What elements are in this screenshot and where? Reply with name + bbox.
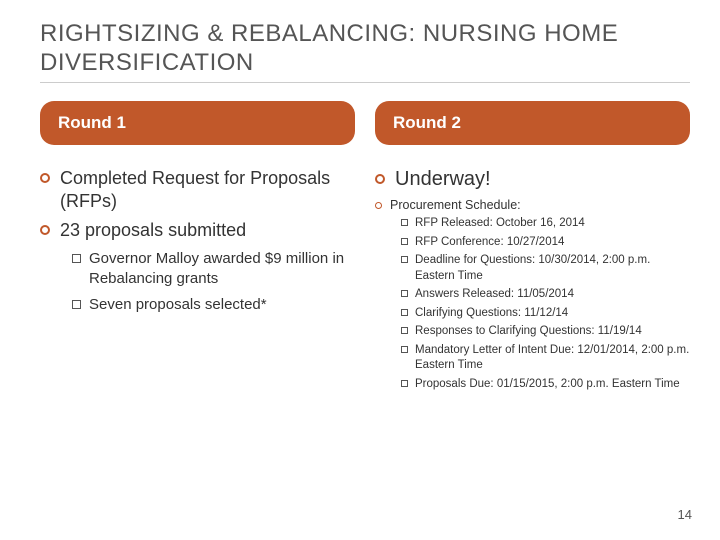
sub-text: Answers Released: 11/05/2014 [415,287,574,303]
bullet-text: Underway! [395,167,491,192]
left-sub-2: Seven proposals selected* [72,295,355,315]
square-icon [401,309,408,316]
list-item: Mandatory Letter of Intent Due: 12/01/20… [401,343,690,374]
square-icon [401,238,408,245]
content-columns: Completed Request for Proposals (RFPs) 2… [40,167,690,396]
left-column: Completed Request for Proposals (RFPs) 2… [40,167,355,396]
left-sublist: Governor Malloy awarded $9 million in Re… [72,249,355,316]
square-icon [401,219,408,226]
right-sublist: RFP Released: October 16, 2014 RFP Confe… [401,216,690,392]
square-icon [401,346,408,353]
right-bullet-2: Procurement Schedule: [375,198,690,214]
square-icon [401,290,408,297]
right-column: Underway! Procurement Schedule: RFP Rele… [375,167,690,396]
list-item: Clarifying Questions: 11/12/14 [401,306,690,322]
sub-text: Mandatory Letter of Intent Due: 12/01/20… [415,343,690,374]
pill-row: Round 1 Round 2 [40,101,690,145]
slide-title: Rightsizing & Rebalancing: Nursing Home … [40,20,690,83]
square-icon [72,254,81,263]
bullet-text: 23 proposals submitted [60,219,246,242]
ring-icon [375,174,385,184]
left-sub-1: Governor Malloy awarded $9 million in Re… [72,249,355,290]
list-item: Deadline for Questions: 10/30/2014, 2:00… [401,253,690,284]
left-bullet-2: 23 proposals submitted [40,219,355,242]
square-icon [401,380,408,387]
square-icon [401,327,408,334]
sub-text: Clarifying Questions: 11/12/14 [415,306,568,322]
page-number: 14 [678,507,692,522]
list-item: Answers Released: 11/05/2014 [401,287,690,303]
sub-text: Deadline for Questions: 10/30/2014, 2:00… [415,253,690,284]
sub-text: Responses to Clarifying Questions: 11/19… [415,324,642,340]
square-icon [401,256,408,263]
list-item: RFP Conference: 10/27/2014 [401,235,690,251]
right-bullet-1: Underway! [375,167,690,192]
left-bullet-1: Completed Request for Proposals (RFPs) [40,167,355,214]
sub-text: RFP Conference: 10/27/2014 [415,235,564,251]
list-item: Proposals Due: 01/15/2015, 2:00 p.m. Eas… [401,377,690,393]
list-item: RFP Released: October 16, 2014 [401,216,690,232]
square-icon [72,300,81,309]
round-1-pill: Round 1 [40,101,355,145]
slide: Rightsizing & Rebalancing: Nursing Home … [0,0,720,415]
sub-text: Governor Malloy awarded $9 million in Re… [89,249,355,290]
bullet-text: Procurement Schedule: [390,198,521,214]
list-item: Responses to Clarifying Questions: 11/19… [401,324,690,340]
sub-text: RFP Released: October 16, 2014 [415,216,585,232]
ring-icon [375,202,382,209]
ring-icon [40,173,50,183]
round-2-pill: Round 2 [375,101,690,145]
ring-icon [40,225,50,235]
sub-text: Seven proposals selected* [89,295,267,315]
bullet-text: Completed Request for Proposals (RFPs) [60,167,355,214]
sub-text: Proposals Due: 01/15/2015, 2:00 p.m. Eas… [415,377,680,393]
